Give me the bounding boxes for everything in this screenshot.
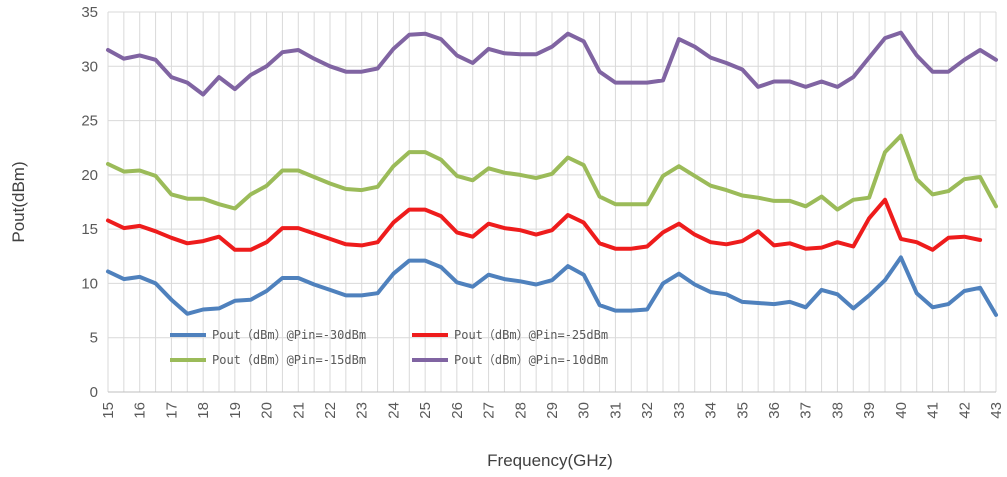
x-tick-label: 39 — [861, 402, 878, 419]
x-tick-label: 16 — [132, 402, 149, 419]
x-tick-label: 42 — [956, 402, 973, 419]
x-tick-label: 30 — [576, 402, 593, 419]
series-layer — [106, 30, 998, 317]
x-tick-label: 27 — [481, 402, 498, 419]
x-tick-label: 20 — [259, 402, 276, 419]
x-tick-label: 36 — [766, 402, 783, 419]
x-tick-label: 43 — [988, 402, 1005, 419]
x-tick-label: 33 — [671, 402, 688, 419]
y-tick-label: 20 — [81, 167, 98, 184]
legend-label-3: Pout（dBm）@Pin=-15dBm — [212, 353, 366, 367]
x-tick-label: 21 — [290, 402, 307, 419]
y-axis-ticks: 0 5 10 15 20 25 30 35 — [81, 4, 98, 401]
x-tick-label: 40 — [893, 402, 910, 419]
x-tick-label: 22 — [322, 402, 339, 419]
x-tick-label: 37 — [798, 402, 815, 419]
x-tick-label: 41 — [925, 402, 942, 419]
y-tick-label: 15 — [81, 221, 98, 238]
x-tick-label: 28 — [512, 402, 529, 419]
x-tick-label: 18 — [195, 402, 212, 419]
y-tick-label: 30 — [81, 58, 98, 75]
x-tick-label: 26 — [449, 402, 466, 419]
x-axis-title: Frequency(GHz) — [487, 451, 613, 470]
series-line-4 — [106, 30, 998, 97]
x-tick-label: 35 — [734, 402, 751, 419]
x-tick-label: 19 — [227, 402, 244, 419]
x-tick-label: 29 — [544, 402, 561, 419]
x-tick-label: 17 — [163, 402, 180, 419]
legend-label-2: Pout（dBm）@Pin=-25dBm — [454, 328, 608, 342]
y-tick-label: 0 — [90, 384, 98, 401]
series-line-1 — [106, 255, 998, 317]
x-tick-label: 23 — [354, 402, 371, 419]
x-tick-label: 24 — [385, 402, 402, 419]
y-tick-label: 5 — [90, 330, 98, 347]
y-axis-title: Pout(dBm) — [9, 161, 28, 242]
y-tick-label: 35 — [81, 4, 98, 21]
y-tick-label: 10 — [81, 275, 98, 292]
x-tick-label: 25 — [417, 402, 434, 419]
legend-label-4: Pout（dBm）@Pin=-10dBm — [454, 353, 608, 367]
x-tick-label: 15 — [100, 402, 117, 419]
legend-label-1: Pout（dBm）@Pin=-30dBm — [212, 328, 366, 342]
x-axis-ticks: 15 16 17 18 19 20 21 22 23 24 25 26 27 28 29 30 31 32 33 34… — [100, 402, 1005, 419]
x-tick-label: 31 — [607, 402, 624, 419]
x-tick-label: 38 — [829, 402, 846, 419]
series-line-3 — [106, 133, 998, 212]
x-tick-label: 34 — [703, 402, 720, 419]
legend: Pout（dBm）@Pin=-30dBm Pout（dBm）@Pin=-25dBm… — [170, 328, 608, 367]
series-line-2 — [106, 197, 983, 252]
y-tick-label: 25 — [81, 113, 98, 130]
x-tick-label: 32 — [639, 402, 656, 419]
